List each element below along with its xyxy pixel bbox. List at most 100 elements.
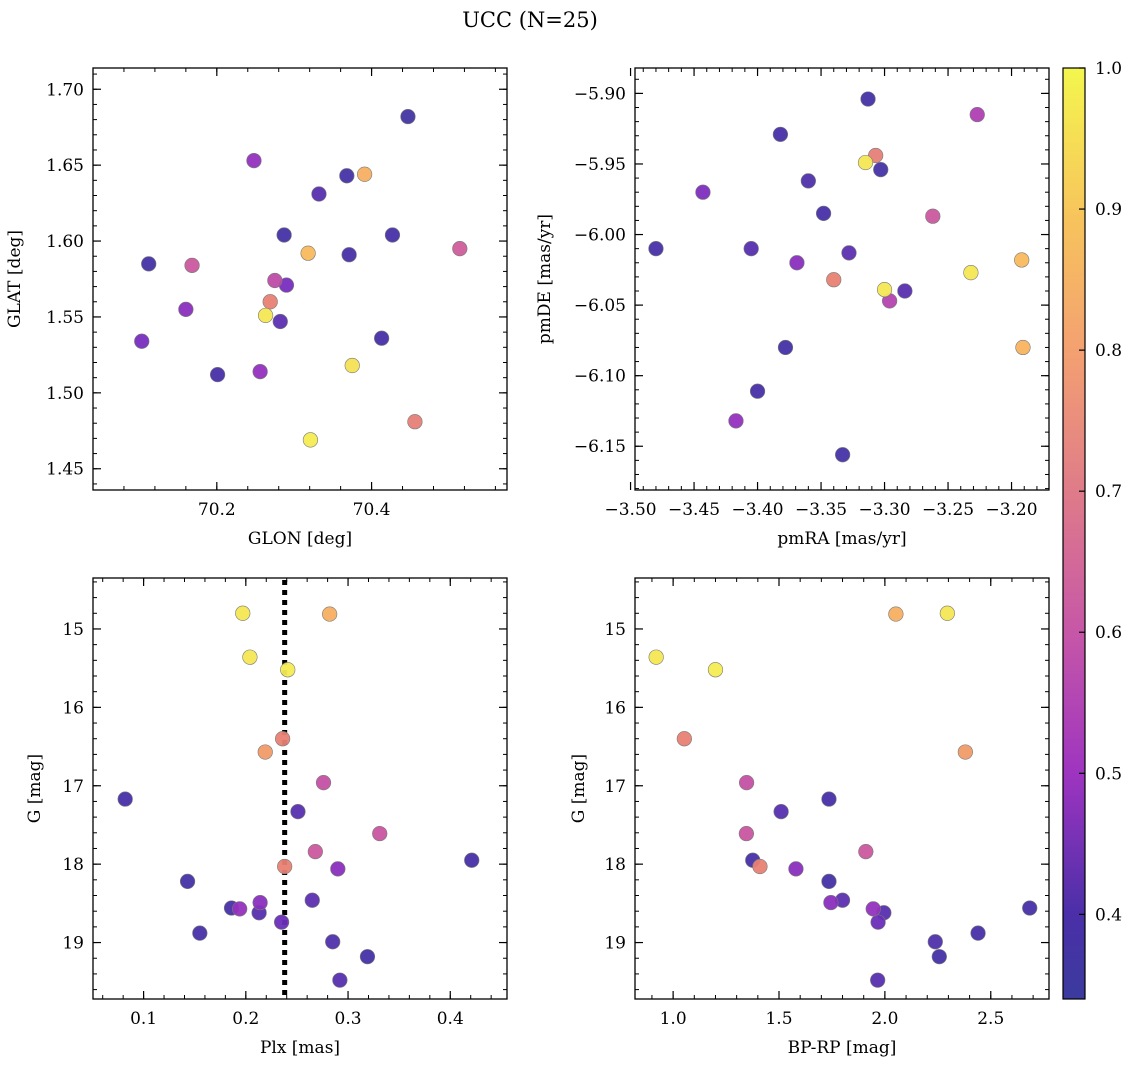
data-point — [400, 108, 416, 125]
data-point — [304, 892, 320, 908]
x-tick-label: −3.25 — [922, 500, 974, 520]
data-point — [246, 152, 262, 169]
data-point — [280, 662, 296, 678]
data-point — [931, 949, 947, 965]
x-tick-label: −3.45 — [668, 500, 720, 520]
data-point — [870, 972, 886, 988]
data-point — [325, 934, 341, 950]
data-point — [695, 184, 711, 200]
data-point — [452, 241, 468, 257]
y-tick-label: −5.95 — [574, 155, 626, 175]
data-point — [341, 247, 357, 263]
y-tick-label: 19 — [604, 934, 626, 954]
data-point — [332, 972, 348, 988]
data-point — [302, 432, 319, 448]
data-point — [752, 858, 768, 875]
y-axis-label: G [mag] — [25, 754, 45, 823]
data-point — [374, 330, 390, 346]
data-point — [858, 844, 874, 860]
data-point — [876, 281, 893, 298]
data-point — [272, 313, 288, 330]
data-point — [344, 357, 360, 374]
colorbar-tick-label: 0.6 — [1095, 623, 1122, 643]
y-tick-label: 15 — [62, 620, 84, 640]
data-point — [134, 333, 150, 349]
x-axis-label: Plx [mas] — [260, 1038, 340, 1058]
colorbar-tick-label: 0.7 — [1095, 482, 1122, 502]
colorbar-tick-label: 0.8 — [1095, 341, 1122, 361]
data-point — [772, 126, 789, 142]
data-point — [835, 447, 851, 463]
data-point — [257, 307, 274, 324]
data-point — [927, 934, 943, 950]
y-tick-label: 1.70 — [46, 80, 84, 100]
data-point — [242, 649, 258, 665]
data-point — [738, 825, 754, 842]
y-tick-label: −6.15 — [574, 437, 626, 457]
data-point — [897, 283, 913, 299]
data-point — [873, 162, 889, 178]
data-point — [676, 731, 692, 747]
y-axis-label: pmDE [mas/yr] — [535, 214, 555, 344]
data-point — [823, 894, 839, 911]
y-tick-label: 19 — [62, 934, 84, 954]
data-point — [821, 791, 837, 807]
y-tick-label: −6.05 — [574, 296, 626, 316]
colorbar-tick-label: 0.5 — [1095, 764, 1122, 784]
y-axis-label: GLAT [deg] — [5, 230, 25, 328]
data-point — [957, 744, 973, 760]
data-point — [209, 367, 226, 383]
data-point — [773, 804, 789, 820]
x-tick-label: 1.5 — [765, 1009, 792, 1029]
y-axis-label: G [mag] — [569, 754, 589, 823]
x-tick-label: 0.1 — [130, 1009, 157, 1029]
y-tick-label: 1.55 — [46, 308, 84, 328]
colorbar-gradient — [1062, 67, 1086, 1000]
data-point — [1022, 900, 1038, 916]
x-tick-label: 70.4 — [353, 500, 391, 520]
x-tick-label: 0.4 — [437, 1009, 464, 1029]
y-tick-label: 16 — [62, 698, 84, 718]
y-tick-label: −6.00 — [574, 226, 626, 246]
data-point — [970, 925, 986, 941]
data-point — [235, 605, 251, 621]
y-tick-label: 1.60 — [46, 232, 84, 252]
data-point — [1014, 252, 1030, 268]
data-point — [192, 925, 208, 941]
data-point — [788, 861, 804, 877]
x-axis-label: pmRA [mas/yr] — [777, 529, 906, 549]
data-point — [939, 605, 955, 621]
data-point — [178, 301, 194, 317]
x-tick-label: 0.2 — [232, 1009, 259, 1029]
data-point — [963, 265, 979, 281]
data-point — [969, 106, 985, 123]
data-point — [789, 255, 805, 271]
data-point — [826, 272, 842, 288]
data-point — [315, 775, 332, 791]
data-point — [925, 208, 941, 224]
data-point — [821, 873, 837, 890]
data-point — [252, 894, 268, 911]
data-point — [339, 168, 355, 184]
data-point — [252, 363, 268, 380]
y-tick-label: 18 — [604, 855, 626, 875]
colorbar: 0.4 0.5 0.6 0.7 0.8 0.9 1.0 — [1062, 59, 1122, 1000]
figure-title: UCC (N=25) — [462, 8, 598, 32]
data-point — [464, 852, 480, 868]
data-point — [860, 91, 876, 107]
data-point — [232, 901, 248, 917]
x-tick-label: 2.0 — [871, 1009, 898, 1029]
data-point — [888, 606, 904, 622]
data-point — [300, 245, 316, 261]
y-tick-label: −5.90 — [574, 84, 626, 104]
y-tick-label: 18 — [62, 855, 84, 875]
data-point — [179, 873, 196, 890]
scatter-panel-2: −3.50 −3.45 −3.40 −3.35 −3.30 −3.25 −3.20 −6.15… — [535, 67, 1050, 549]
y-tick-label: 17 — [62, 777, 84, 797]
data-point — [276, 227, 292, 243]
data-point — [743, 241, 759, 257]
axes-frame — [92, 577, 508, 1000]
x-tick-label: −3.40 — [731, 500, 783, 520]
x-tick-label: 2.5 — [977, 1009, 1004, 1029]
